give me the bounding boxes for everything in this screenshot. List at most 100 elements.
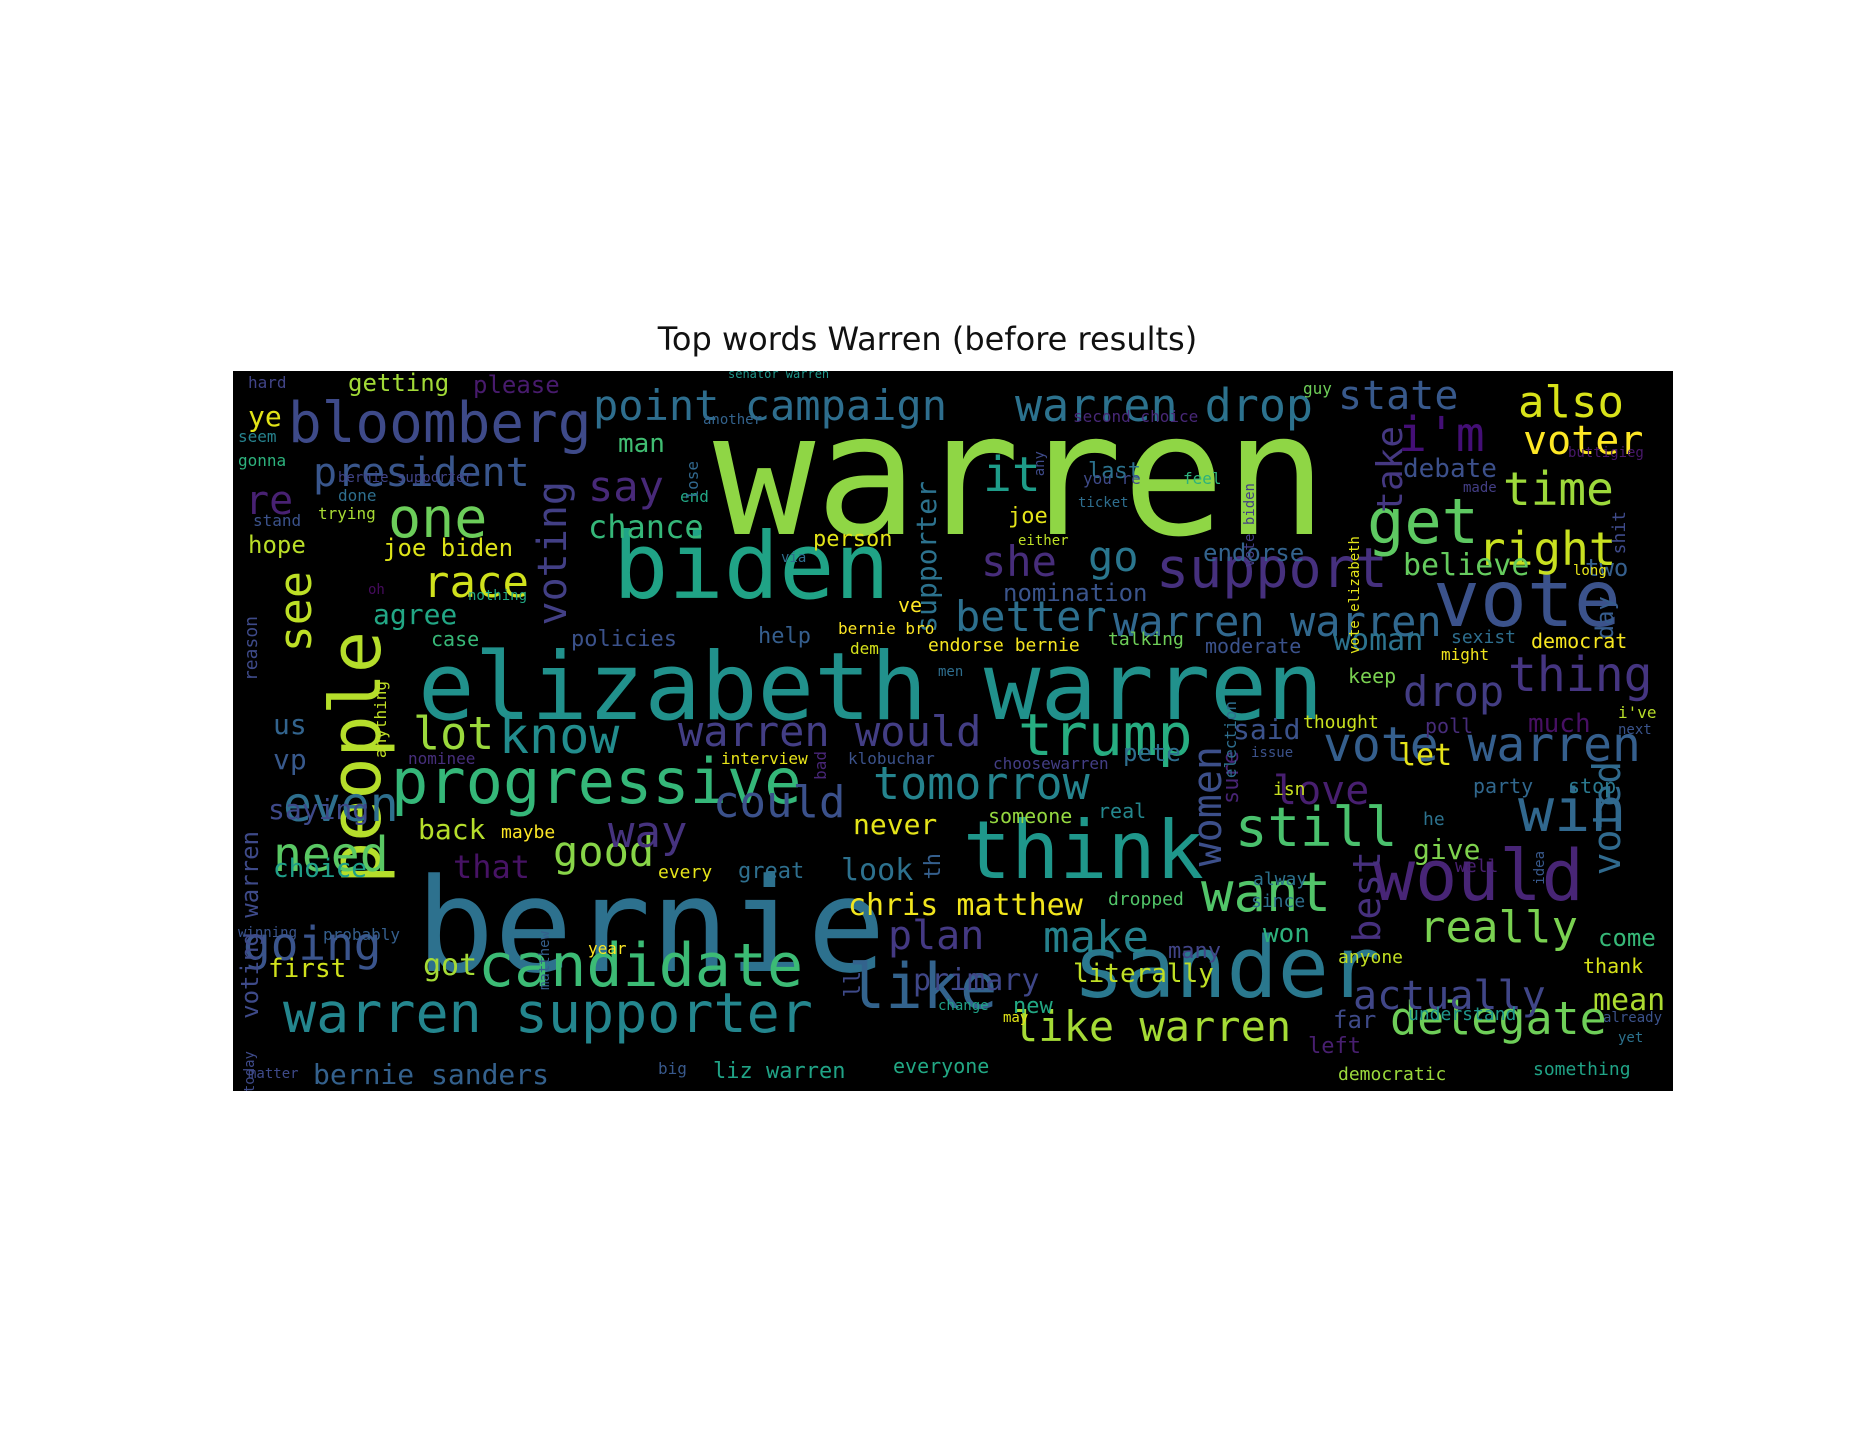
word-say: say bbox=[588, 462, 664, 511]
word-go: go bbox=[1088, 532, 1139, 581]
word-chris-matthew: chris matthew bbox=[848, 888, 1083, 923]
word-choosewarren: choosewarren bbox=[993, 754, 1109, 773]
word-vote: vote bbox=[1433, 555, 1621, 645]
word-feel: feel bbox=[1183, 469, 1222, 488]
word-first: first bbox=[268, 954, 347, 984]
word-vote-biden: vote biden bbox=[1242, 483, 1258, 568]
word-voting: voting bbox=[530, 481, 576, 626]
word-warren: warren bbox=[713, 377, 1328, 575]
word-ve: ve bbox=[898, 593, 923, 617]
word-tomorrow: tomorrow bbox=[873, 757, 1090, 810]
word-delegate: delegate bbox=[1390, 992, 1607, 1045]
word-two: two bbox=[1585, 554, 1629, 582]
word-end: end bbox=[680, 487, 709, 506]
word-last: last bbox=[1088, 459, 1141, 484]
word-anyone: anyone bbox=[1338, 947, 1404, 968]
word-support: support bbox=[1156, 536, 1388, 600]
word-mean: mean bbox=[1593, 983, 1666, 1018]
word-election: election bbox=[1221, 701, 1240, 779]
word-great: great bbox=[738, 859, 805, 884]
word-she: she bbox=[981, 537, 1057, 586]
word-probably: probably bbox=[323, 925, 401, 944]
word-issue: issue bbox=[1251, 745, 1294, 761]
word-let: let bbox=[1398, 738, 1453, 773]
word-look: look bbox=[841, 853, 914, 888]
word-joe-biden: joe biden bbox=[383, 534, 514, 562]
word-really: really bbox=[1419, 902, 1578, 953]
word-reason: reason bbox=[241, 616, 262, 682]
word-literally: literally bbox=[1073, 959, 1214, 989]
word-bernie-bro: bernie bro bbox=[838, 619, 935, 638]
word-bloomberg: bloomberg bbox=[288, 391, 592, 456]
word-that: that bbox=[453, 848, 531, 886]
word-dem: dem bbox=[850, 639, 879, 658]
word-get: get bbox=[1367, 485, 1479, 558]
word-made: made bbox=[1463, 480, 1497, 496]
word-many: many bbox=[1168, 939, 1221, 964]
word-i-ve: i've bbox=[1618, 703, 1657, 722]
word-winning: winning bbox=[238, 925, 298, 941]
word-better: better bbox=[955, 592, 1107, 641]
word-best: best bbox=[1345, 851, 1389, 943]
word-joe: joe bbox=[1008, 504, 1048, 529]
word-also: also bbox=[1518, 377, 1624, 428]
word-interview: interview bbox=[721, 749, 808, 768]
word-race: race bbox=[423, 557, 529, 608]
word-any: any bbox=[1032, 451, 1048, 477]
word-next: next bbox=[1618, 722, 1652, 738]
word-need: need bbox=[273, 827, 389, 883]
word-believe: believe bbox=[1403, 548, 1530, 583]
word-thank: thank bbox=[1583, 954, 1644, 978]
word-year: year bbox=[588, 939, 627, 958]
word-ticket: ticket bbox=[1078, 495, 1129, 511]
word-idea: idea bbox=[1532, 851, 1548, 885]
word-new: new bbox=[1013, 994, 1053, 1019]
word-gonna: gonna bbox=[238, 451, 287, 470]
word-moderate: moderate bbox=[1205, 634, 1302, 658]
word-vp: vp bbox=[273, 743, 307, 776]
word-actually: actually bbox=[1353, 973, 1546, 1019]
word-warren-drop: warren drop bbox=[1015, 379, 1314, 432]
word-another: another bbox=[703, 412, 763, 428]
word-back: back bbox=[418, 813, 486, 846]
word-going: going bbox=[243, 917, 382, 971]
word-poll: poll bbox=[1425, 714, 1474, 738]
word-isn: isn bbox=[1273, 779, 1306, 800]
word-good: good bbox=[553, 827, 655, 876]
word-understand: understand bbox=[1408, 1004, 1517, 1025]
word-either: either bbox=[1018, 533, 1069, 549]
word-won: won bbox=[1263, 919, 1310, 949]
word-done: done bbox=[338, 486, 377, 505]
word-sander: sander bbox=[1073, 919, 1381, 1018]
word-warren-would: warren would bbox=[678, 707, 982, 756]
word-may: may bbox=[1003, 1010, 1029, 1026]
word-re: re bbox=[245, 478, 294, 524]
word-seem: seem bbox=[238, 427, 277, 446]
word-far: far bbox=[1333, 1006, 1377, 1034]
word-klobuchar: klobuchar bbox=[848, 749, 935, 768]
word-left: left bbox=[1308, 1034, 1361, 1059]
word-one: one bbox=[388, 486, 488, 550]
word-president: president bbox=[313, 450, 530, 496]
word-voting-warren: voting warren bbox=[236, 831, 264, 1019]
word-way: way bbox=[608, 807, 688, 858]
word-getting: getting bbox=[348, 371, 450, 397]
word-said: said bbox=[1233, 713, 1301, 746]
word-please: please bbox=[473, 371, 560, 399]
word-already: already bbox=[1603, 1010, 1663, 1026]
word-dropped: dropped bbox=[1108, 889, 1184, 910]
word-democrat: democrat bbox=[1531, 629, 1628, 653]
word-trying: trying bbox=[318, 504, 376, 523]
word-endorse: endorse bbox=[1203, 539, 1305, 567]
word-thing: thing bbox=[1508, 647, 1653, 703]
word-nothing: nothing bbox=[468, 588, 528, 604]
word-hope: hope bbox=[248, 531, 306, 559]
word-drop: drop bbox=[1403, 667, 1505, 716]
word-stop: stop bbox=[1568, 774, 1617, 798]
word-policies: policies bbox=[571, 627, 677, 652]
word-alway: alway bbox=[1253, 869, 1308, 890]
word-like: like bbox=[848, 950, 998, 1023]
word-something: something bbox=[1533, 1059, 1631, 1080]
word-plan: plan bbox=[888, 913, 985, 959]
word-time: time bbox=[1503, 462, 1614, 516]
